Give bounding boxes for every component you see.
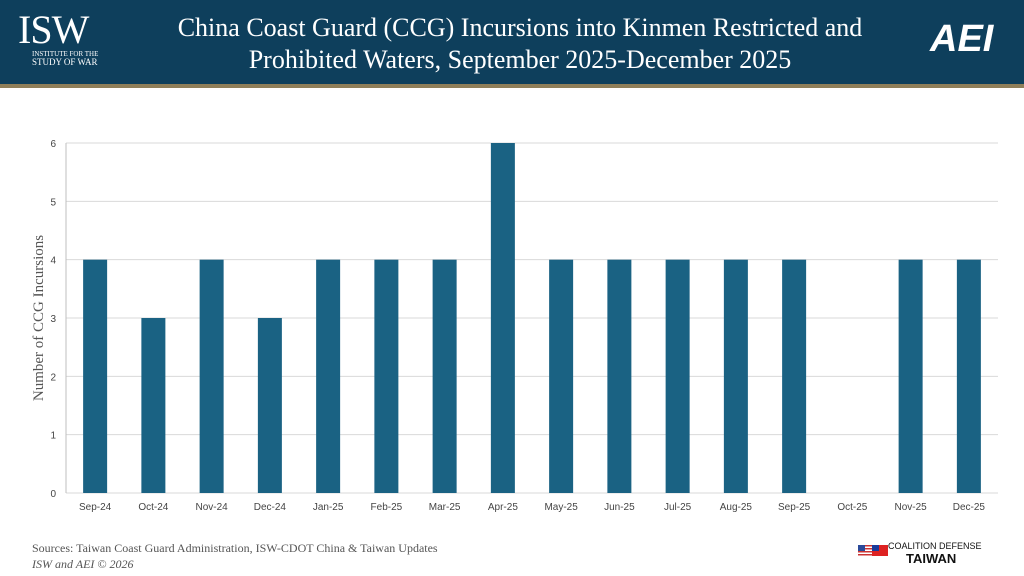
bar-Dec-24 xyxy=(257,318,282,493)
partner-line-2: TAIWAN xyxy=(906,551,957,566)
x-tick-label: Nov-25 xyxy=(895,502,928,513)
title-line-1: China Coast Guard (CCG) Incursions into … xyxy=(177,13,863,42)
x-tick-label: May-25 xyxy=(544,502,578,513)
bar-Apr-25 xyxy=(490,143,515,493)
y-tick-label: 1 xyxy=(50,431,56,442)
taiwan-flag-icon xyxy=(872,545,888,556)
bar-May-25 xyxy=(549,259,574,493)
x-tick-label: Jul-25 xyxy=(664,502,692,513)
bar-Jun-25 xyxy=(607,259,632,493)
us-flag-icon xyxy=(858,545,874,556)
bar-Aug-25 xyxy=(723,259,748,493)
header-divider xyxy=(0,84,1024,88)
x-tick-label: Dec-25 xyxy=(953,502,986,513)
aei-logo: AEI xyxy=(930,18,994,60)
bar-Nov-24 xyxy=(199,259,224,493)
y-tick-label: 4 xyxy=(50,256,56,267)
page-title: China Coast Guard (CCG) Incursions into … xyxy=(130,12,910,76)
bar-Feb-25 xyxy=(374,259,399,493)
title-line-2: Prohibited Waters, September 2025-Decemb… xyxy=(248,45,792,74)
x-tick-label: Sep-25 xyxy=(778,502,811,513)
x-tick-label: Mar-25 xyxy=(429,502,461,513)
bar-Sep-25 xyxy=(782,259,807,493)
bar-Oct-24 xyxy=(141,318,166,493)
y-tick-label: 6 xyxy=(50,139,56,150)
isw-logo-sub2: STUDY OF WAR xyxy=(32,57,98,67)
isw-logo-sub1: INSTITUTE FOR THE xyxy=(32,50,99,58)
header-banner xyxy=(0,0,1024,84)
x-tick-label: Feb-25 xyxy=(371,502,403,513)
y-tick-label: 5 xyxy=(50,197,56,208)
y-axis-label: Number of CCG Incursions xyxy=(31,235,47,401)
bar-Mar-25 xyxy=(432,259,457,493)
isw-logo-text: ISW xyxy=(18,7,89,52)
bar-Jan-25 xyxy=(316,259,341,493)
y-tick-label: 3 xyxy=(50,314,56,325)
x-tick-label: Oct-24 xyxy=(138,502,168,513)
x-tick-label: Apr-25 xyxy=(488,502,518,513)
x-tick-label: Jun-25 xyxy=(604,502,635,513)
y-tick-label: 2 xyxy=(50,372,56,383)
x-tick-label: Oct-25 xyxy=(837,502,867,513)
bar-Nov-25 xyxy=(898,259,923,493)
x-tick-label: Dec-24 xyxy=(254,502,287,513)
bar-Jul-25 xyxy=(665,259,690,493)
bar-Dec-25 xyxy=(956,259,981,493)
x-tick-label: Aug-25 xyxy=(720,502,753,513)
y-tick-label: 0 xyxy=(50,489,56,500)
copyright-note: ISW and AEI © 2026 xyxy=(32,557,134,571)
x-tick-label: Jan-25 xyxy=(313,502,344,513)
x-tick-label: Nov-24 xyxy=(196,502,229,513)
bar-Sep-24 xyxy=(83,259,108,493)
partner-line-1: COALITION DEFENSE xyxy=(888,541,982,551)
isw-logo: ISW INSTITUTE FOR THE STUDY OF WAR xyxy=(18,7,99,67)
x-tick-label: Sep-24 xyxy=(79,502,112,513)
sources-note: Sources: Taiwan Coast Guard Administrati… xyxy=(32,541,438,555)
